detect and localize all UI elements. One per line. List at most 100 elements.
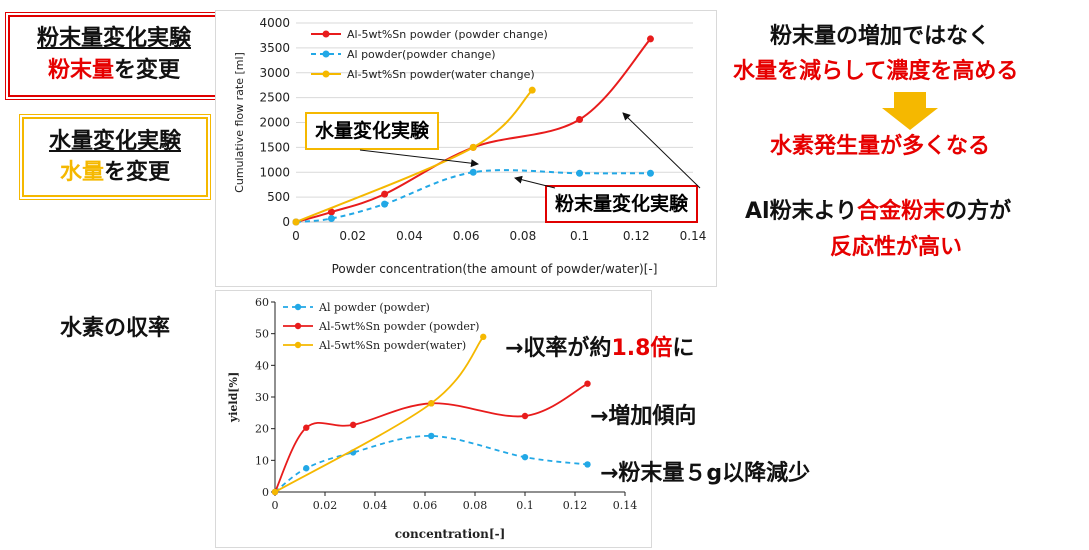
x-tick-label: 0.1 <box>570 229 589 243</box>
legend-marker <box>294 322 302 330</box>
data-point <box>646 35 654 43</box>
yield-chart: 0 10 20 30 40 50 60 0 0.02 0.04 0.06 0.08 0.1 0.12 0.1… <box>215 290 652 548</box>
legend-entry: Al-5wt%Sn powder (powder) <box>318 320 479 333</box>
data-point <box>327 208 335 216</box>
data-point <box>646 169 654 177</box>
x-tick-label: 0.08 <box>463 499 488 512</box>
powder-change-callout: 粉末量変化実験 <box>545 185 699 223</box>
note-line-1: 粉末量の増加ではなく <box>770 24 991 49</box>
chart-frame <box>215 290 652 548</box>
note-line-2: 水量を減らして濃度を高める <box>733 59 1019 84</box>
yield-note-3: →粉末量５g以降減少 <box>600 461 811 486</box>
x-tick-label: 0.04 <box>396 229 423 243</box>
data-point <box>303 465 310 472</box>
y-tick-label: 1500 <box>259 140 290 154</box>
water-change-title: 水量変化実験 <box>48 129 181 154</box>
water-change-subtitle-rest: を変更 <box>104 160 171 185</box>
data-point <box>381 190 389 198</box>
y-tick-label: 2000 <box>259 116 290 130</box>
yield-note-1: →収率が約1.8倍に <box>505 330 694 362</box>
data-point <box>576 116 584 124</box>
legend-marker <box>294 341 302 349</box>
x-tick-label: 0 <box>272 499 279 512</box>
y-tick-label: 40 <box>255 359 269 372</box>
y-tick-label: 500 <box>267 190 290 204</box>
yield-note-1-em: 1.8倍 <box>611 336 673 361</box>
legend-entry: Al powder (powder) <box>318 301 430 314</box>
legend-marker <box>294 303 302 311</box>
x-tick-label: 0.02 <box>339 229 366 243</box>
data-point <box>576 169 584 177</box>
legend-entry: Al-5wt%Sn powder(water) <box>318 339 466 352</box>
y-axis-label: Cumulative flow rate [ml] <box>233 52 246 193</box>
data-point <box>428 400 435 407</box>
data-point <box>292 218 300 226</box>
x-tick-label: 0.06 <box>453 229 480 243</box>
x-tick-label: 0.06 <box>413 499 438 512</box>
x-tick-label: 0.14 <box>680 229 707 243</box>
x-axis-label: Powder concentration(the amount of powde… <box>332 262 658 276</box>
water-change-callout: 水量変化実験 <box>305 112 440 150</box>
series-line-1 <box>274 382 588 493</box>
legend-entry: Al powder(powder change) <box>347 48 496 61</box>
note-line-4-a: Al粉末より <box>745 199 858 224</box>
x-tick-label: 0.08 <box>509 229 536 243</box>
legend-marker <box>322 50 330 58</box>
data-point <box>327 215 335 223</box>
data-point <box>528 86 536 94</box>
y-tick-label: 3000 <box>259 66 290 80</box>
data-point <box>381 200 389 208</box>
powder-change-label-box: 粉末量変化実験 粉末量を変更 <box>5 12 223 100</box>
data-point <box>271 488 279 496</box>
data-point <box>584 461 591 468</box>
water-change-subtitle: 水量を変更 <box>24 159 206 187</box>
powder-change-subtitle-rest: を変更 <box>114 58 181 83</box>
data-point <box>480 333 487 341</box>
cumulative-flow-chart: 0 500 1000 1500 2000 2500 3000 3500 4000 0 0.02 0.0… <box>215 10 717 287</box>
y-tick-label: 1000 <box>259 165 290 179</box>
data-point <box>469 143 477 151</box>
data-point <box>349 421 357 429</box>
water-change-label-box: 水量変化実験 水量を変更 <box>19 114 211 200</box>
yield-note-2: →増加傾向 <box>590 404 697 429</box>
water-amount-emphasis: 水量 <box>59 160 104 185</box>
yield-section-title: 水素の収率 <box>60 316 171 341</box>
data-point <box>584 380 591 387</box>
legend-marker <box>322 70 330 78</box>
x-tick-label: 0.02 <box>313 499 338 512</box>
y-tick-label: 20 <box>255 423 269 436</box>
y-tick-label: 2500 <box>259 91 290 105</box>
legend-entry: Al-5wt%Sn powder(water change) <box>347 68 535 81</box>
x-tick-label: 0.12 <box>563 499 588 512</box>
y-tick-label: 30 <box>255 391 269 404</box>
y-tick-label: 50 <box>255 328 269 341</box>
note-line-4-b: の方が <box>945 199 1012 224</box>
powder-change-title: 粉末量変化実験 <box>36 26 191 51</box>
x-tick-label: 0.1 <box>516 499 534 512</box>
legend-marker <box>322 30 330 38</box>
x-tick-label: 0.14 <box>613 499 638 512</box>
note-line-3: 水素発生量が多くなる <box>770 134 991 159</box>
x-axis-label: concentration[-] <box>395 527 506 541</box>
note-line-4: Al粉末より合金粉末の方が <box>745 193 1011 225</box>
powder-change-subtitle: 粉末量を変更 <box>10 57 218 85</box>
data-point <box>521 412 529 420</box>
yield-note-1-b: に <box>672 336 695 361</box>
y-tick-label: 10 <box>255 454 269 467</box>
yield-note-1-a: →収率が約 <box>505 336 612 361</box>
x-tick-label: 0.12 <box>623 229 650 243</box>
data-point <box>469 168 477 176</box>
y-tick-label: 0 <box>282 215 290 229</box>
y-axis-label: yield[%] <box>227 372 240 423</box>
down-arrow-icon <box>882 92 938 130</box>
x-tick-label: 0 <box>292 229 300 243</box>
powder-amount-emphasis: 粉末量 <box>47 58 114 83</box>
data-point <box>521 453 529 461</box>
note-line-5: 反応性が高い <box>830 235 963 260</box>
note-line-4-em: 合金粉末 <box>857 199 946 224</box>
x-tick-label: 0.04 <box>363 499 388 512</box>
series-line-1 <box>295 169 651 223</box>
y-tick-label: 4000 <box>259 16 290 30</box>
data-point <box>303 424 310 431</box>
y-tick-label: 3500 <box>259 41 290 55</box>
